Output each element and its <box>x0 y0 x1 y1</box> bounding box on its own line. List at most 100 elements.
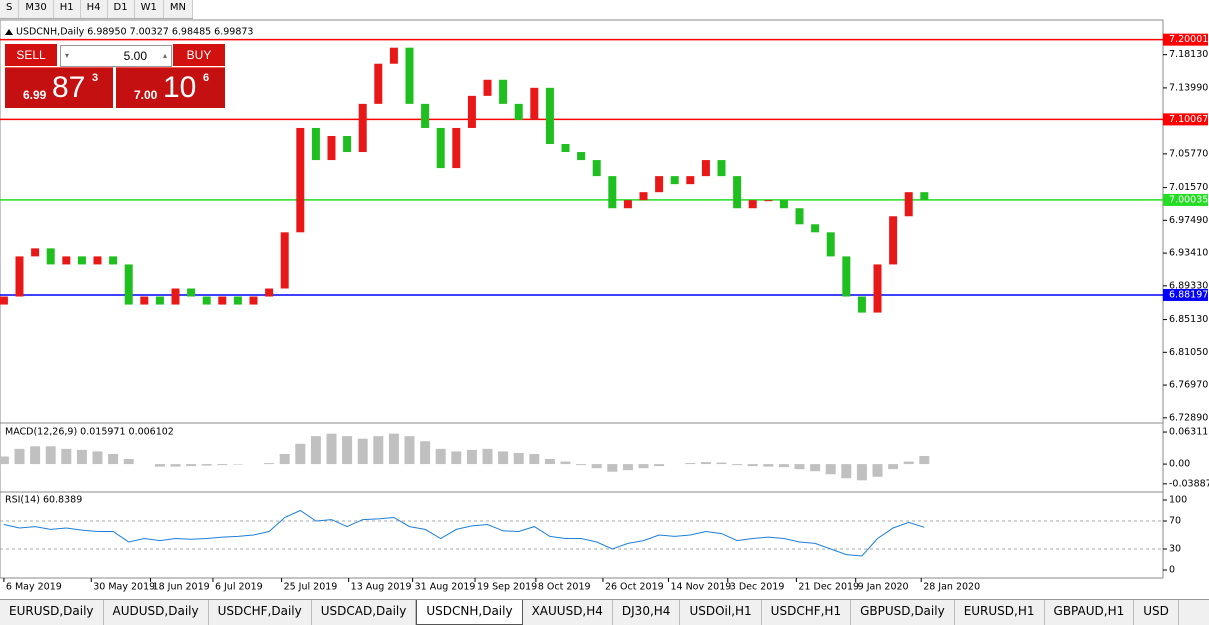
candle-body <box>779 200 788 209</box>
y-tick-label: 7.13990 <box>1169 82 1208 93</box>
candle-body <box>171 288 180 305</box>
macd-bar <box>186 464 197 467</box>
macd-bar <box>794 464 805 470</box>
candle-body <box>842 256 851 297</box>
macd-bar <box>576 464 587 466</box>
macd-bar <box>217 464 228 466</box>
chart-tab[interactable]: XAUUSD,H4 <box>523 600 613 625</box>
candle-body <box>280 232 289 289</box>
y-tick-label: 6.85130 <box>1169 314 1208 325</box>
macd-bar <box>903 461 914 465</box>
candle-body <box>109 256 118 265</box>
x-tick-label: 9 Jan 2020 <box>858 582 909 593</box>
macd-bar <box>279 453 290 465</box>
timeframe-button[interactable]: MN <box>164 0 193 18</box>
x-tick-label: 13 Aug 2019 <box>351 582 412 593</box>
bid-price[interactable]: 6.99 87 3 <box>5 67 113 108</box>
candle-body <box>405 47 414 104</box>
y-tick-label: 7.18130 <box>1169 49 1208 60</box>
candle-body <box>15 256 24 297</box>
y-tick-label: 6.76970 <box>1169 380 1208 391</box>
chart-tab[interactable]: USDCAD,Daily <box>312 600 417 625</box>
candle-body <box>811 224 820 233</box>
x-tick-label: 30 May 2019 <box>93 582 155 593</box>
ask-price[interactable]: 7.00 10 6 <box>116 67 225 108</box>
candle-body <box>920 192 929 201</box>
timeframe-button[interactable]: S <box>0 0 20 18</box>
collapse-icon[interactable] <box>5 29 13 35</box>
sell-button[interactable]: SELL <box>5 44 57 66</box>
level-label-box <box>1163 33 1208 46</box>
candle-body <box>764 200 773 202</box>
chart-tab[interactable]: USDCHF,Daily <box>209 600 312 625</box>
macd-bar <box>45 446 56 465</box>
chart-tab[interactable]: GBPAUD,H1 <box>1045 600 1135 625</box>
candle-body <box>686 176 695 185</box>
level-label: 7.00035 <box>1169 194 1208 205</box>
timeframe-button[interactable]: H1 <box>54 0 81 18</box>
chart-tab[interactable]: EURUSD,H1 <box>955 600 1045 625</box>
timeframe-button[interactable]: W1 <box>135 0 164 18</box>
chart-tab[interactable]: USDOil,H1 <box>680 600 762 625</box>
macd-bar <box>123 459 134 465</box>
chart: USDCNH,Daily 6.98950 7.00327 6.98485 6.9… <box>0 19 1209 593</box>
candle-body <box>343 135 352 153</box>
candle-body <box>249 296 258 305</box>
x-tick-label: 26 Oct 2019 <box>605 582 664 593</box>
buy-button[interactable]: BUY <box>173 44 225 66</box>
macd-bar <box>264 463 275 465</box>
candle-body <box>374 63 383 104</box>
chart-tab[interactable]: AUDUSD,Daily <box>104 600 209 625</box>
candle-body <box>187 288 196 297</box>
x-tick-label: 28 Jan 2020 <box>923 582 980 593</box>
level-label: 6.88197 <box>1169 289 1208 300</box>
candle-body <box>77 256 86 265</box>
candle-body <box>452 127 461 169</box>
timeframe-button[interactable]: D1 <box>108 0 135 18</box>
x-tick-label: 14 Nov 2019 <box>670 582 731 593</box>
x-tick-label: 25 Jul 2019 <box>284 582 338 593</box>
bid-main: 87 <box>52 71 86 104</box>
y-tick-label: 7.01570 <box>1169 182 1208 193</box>
chart-tab[interactable]: DJ30,H4 <box>613 600 681 625</box>
macd-bar <box>451 451 462 465</box>
macd-bar <box>326 433 337 465</box>
macd-bar <box>498 451 509 465</box>
x-tick-label: 3 Dec 2019 <box>730 582 785 593</box>
y-tick-label: 7.05770 <box>1169 148 1208 159</box>
y-tick-label: -0.038872 <box>1169 478 1209 489</box>
macd-bar <box>654 464 665 467</box>
candle-body <box>93 256 102 265</box>
macd-label: MACD(12,26,9) 0.015971 0.006102 <box>5 427 174 438</box>
chart-tab[interactable]: USDCHF,H1 <box>762 600 852 625</box>
timeframe-button[interactable]: M30 <box>19 0 54 18</box>
x-tick-label: 6 Jul 2019 <box>215 582 263 593</box>
y-tick-label: 0.063113 <box>1169 427 1209 438</box>
x-tick-label: 21 Dec 2019 <box>798 582 859 593</box>
y-tick-label: 100 <box>1169 495 1187 506</box>
ask-small: 6 <box>203 72 210 84</box>
chart-tab[interactable]: EURUSD,Daily <box>0 600 104 625</box>
chart-tab[interactable]: USD <box>1134 600 1179 625</box>
macd-bar <box>747 464 758 467</box>
x-tick-label: 8 Oct 2019 <box>538 582 591 593</box>
timeframe-button[interactable]: H4 <box>81 0 108 18</box>
candle-body <box>467 95 476 128</box>
lots-input[interactable]: ▾ 5.00 ▴ <box>60 45 172 67</box>
candle-body <box>140 296 149 305</box>
chart-tab[interactable]: USDCNH,Daily <box>416 600 523 625</box>
macd-bar <box>872 464 883 477</box>
ask-main: 10 <box>163 71 197 104</box>
candle-body <box>826 232 835 257</box>
chart-tab[interactable]: GBPUSD,Daily <box>851 600 955 625</box>
candle-body <box>421 103 430 128</box>
candle-body <box>561 144 570 153</box>
macd-bar <box>700 462 711 465</box>
lots-value: 5.00 <box>123 49 147 63</box>
candle-body <box>218 296 227 305</box>
candle-body <box>545 87 554 145</box>
rsi-label: RSI(14) 60.8389 <box>5 495 82 506</box>
bid-big: 6.99 <box>23 88 47 102</box>
macd-bar <box>638 464 649 469</box>
